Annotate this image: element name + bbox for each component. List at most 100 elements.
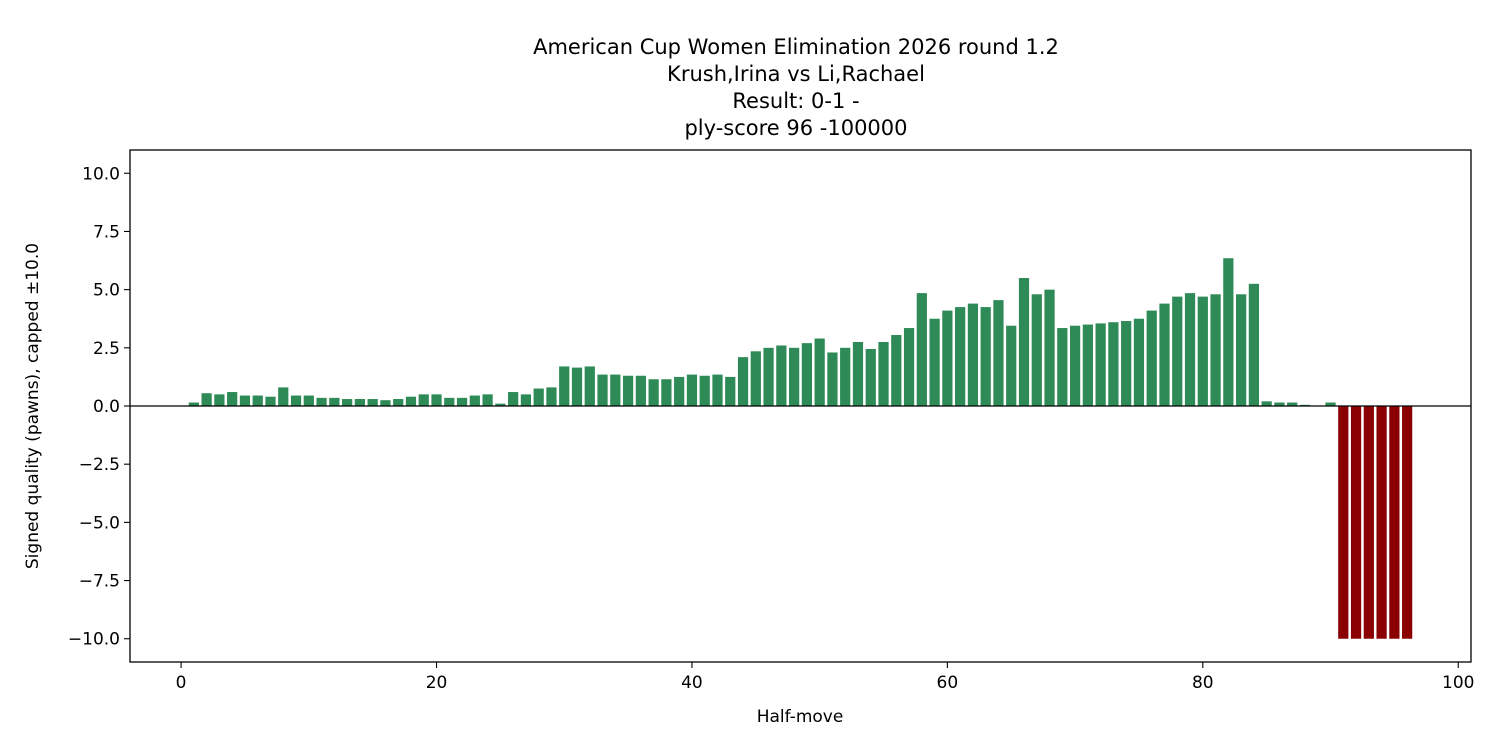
bar-halfmove-32 (584, 366, 595, 406)
bar-halfmove-49 (801, 343, 812, 406)
bar-halfmove-94 (1376, 406, 1387, 639)
bar-halfmove-70 (1069, 325, 1081, 406)
bar-halfmove-62 (967, 303, 979, 406)
bar-halfmove-59 (929, 318, 940, 406)
bar-halfmove-16 (380, 400, 391, 406)
bar-halfmove-28 (533, 388, 544, 406)
x-tick-label: 0 (176, 673, 187, 693)
bar-halfmove-73 (1108, 322, 1119, 406)
y-tick-label: 10.0 (82, 164, 120, 184)
bar-halfmove-87 (1287, 402, 1298, 406)
y-axis-ticks: 10.0 7.5 5.0 2.5 0.0 −2.5 −5.0 −7.5 −10.0 (68, 164, 130, 650)
bar-series (188, 258, 1413, 639)
bar-halfmove-77 (1159, 303, 1170, 406)
bar-halfmove-24 (482, 394, 493, 406)
bar-halfmove-7 (265, 396, 276, 406)
bar-halfmove-71 (1082, 324, 1093, 406)
bar-halfmove-66 (1018, 278, 1030, 406)
bar-halfmove-96 (1402, 406, 1413, 639)
y-tick-label: −10.0 (68, 630, 120, 650)
bar-halfmove-67 (1031, 294, 1042, 406)
y-tick-label: 2.5 (93, 339, 120, 359)
bar-halfmove-19 (418, 394, 429, 406)
bar-halfmove-2 (201, 393, 212, 406)
y-tick-label: −7.5 (79, 572, 120, 592)
bar-halfmove-29 (546, 387, 557, 406)
bar-halfmove-57 (903, 328, 915, 406)
title-line-event: American Cup Women Elimination 2026 roun… (533, 35, 1059, 59)
bar-halfmove-35 (622, 375, 634, 406)
bar-halfmove-63 (980, 307, 991, 406)
bar-halfmove-83 (1236, 294, 1247, 406)
bar-halfmove-82 (1223, 258, 1234, 406)
title-line-players: Krush,Irina vs Li,Rachael (667, 62, 925, 86)
bar-halfmove-80 (1197, 296, 1208, 406)
bar-halfmove-39 (674, 376, 685, 406)
bar-halfmove-91 (1338, 406, 1349, 639)
bar-halfmove-41 (699, 375, 710, 406)
x-tick-label: 20 (426, 673, 448, 693)
bar-halfmove-95 (1389, 406, 1400, 639)
bar-halfmove-21 (444, 397, 455, 406)
bar-halfmove-93 (1363, 406, 1374, 639)
bar-halfmove-46 (763, 347, 774, 406)
bar-halfmove-60 (942, 310, 953, 406)
bar-halfmove-36 (635, 375, 646, 406)
bar-halfmove-55 (878, 342, 889, 406)
chart-title: American Cup Women Elimination 2026 roun… (533, 35, 1059, 140)
bar-halfmove-45 (750, 351, 761, 406)
x-axis-ticks: 0 20 40 60 80 100 (176, 662, 1474, 693)
title-line-result: Result: 0-1 - (732, 89, 859, 113)
bar-halfmove-15 (367, 399, 378, 406)
bar-halfmove-42 (712, 374, 723, 406)
title-line-score: ply-score 96 -100000 (684, 116, 907, 140)
bar-halfmove-52 (840, 347, 851, 406)
bar-halfmove-26 (508, 392, 519, 406)
bar-halfmove-22 (456, 397, 468, 406)
bar-halfmove-27 (520, 394, 532, 406)
bar-halfmove-69 (1057, 328, 1068, 406)
bar-halfmove-65 (1006, 325, 1017, 406)
bar-halfmove-76 (1146, 310, 1157, 406)
bar-halfmove-40 (686, 374, 698, 406)
y-tick-label: −2.5 (79, 455, 120, 475)
bar-halfmove-4 (227, 392, 238, 406)
bar-halfmove-58 (916, 293, 927, 406)
x-tick-label: 60 (937, 673, 959, 693)
bar-halfmove-75 (1133, 318, 1145, 406)
bar-halfmove-79 (1184, 293, 1196, 406)
bar-halfmove-38 (661, 379, 672, 406)
bar-halfmove-44 (737, 357, 749, 406)
bar-halfmove-47 (776, 345, 787, 406)
bar-halfmove-51 (827, 352, 838, 406)
bar-halfmove-64 (993, 300, 1004, 406)
y-tick-label: 5.0 (93, 281, 120, 301)
bar-halfmove-68 (1044, 289, 1055, 406)
bar-halfmove-74 (1121, 321, 1132, 406)
bar-halfmove-84 (1248, 283, 1259, 406)
bar-halfmove-25 (495, 403, 506, 406)
bar-halfmove-50 (814, 338, 825, 406)
y-tick-label: −5.0 (79, 513, 120, 533)
bar-halfmove-10 (303, 395, 314, 406)
y-tick-label: 7.5 (93, 222, 120, 242)
bar-halfmove-12 (329, 397, 340, 406)
bar-halfmove-30 (559, 366, 570, 406)
bar-halfmove-92 (1350, 406, 1362, 639)
bar-halfmove-34 (610, 374, 621, 406)
bar-halfmove-14 (354, 399, 365, 406)
bar-halfmove-53 (852, 342, 864, 406)
bar-halfmove-8 (278, 387, 289, 406)
bar-halfmove-48 (789, 347, 800, 406)
bar-halfmove-11 (316, 397, 327, 406)
bar-halfmove-78 (1172, 296, 1183, 406)
bar-halfmove-86 (1274, 402, 1285, 406)
bar-halfmove-33 (597, 374, 608, 406)
x-tick-label: 100 (1442, 673, 1474, 693)
x-tick-label: 80 (1192, 673, 1214, 693)
bar-halfmove-81 (1210, 294, 1221, 406)
bar-halfmove-90 (1325, 402, 1336, 406)
bar-halfmove-72 (1095, 323, 1106, 406)
bar-halfmove-6 (252, 395, 263, 406)
bar-halfmove-18 (405, 396, 417, 406)
